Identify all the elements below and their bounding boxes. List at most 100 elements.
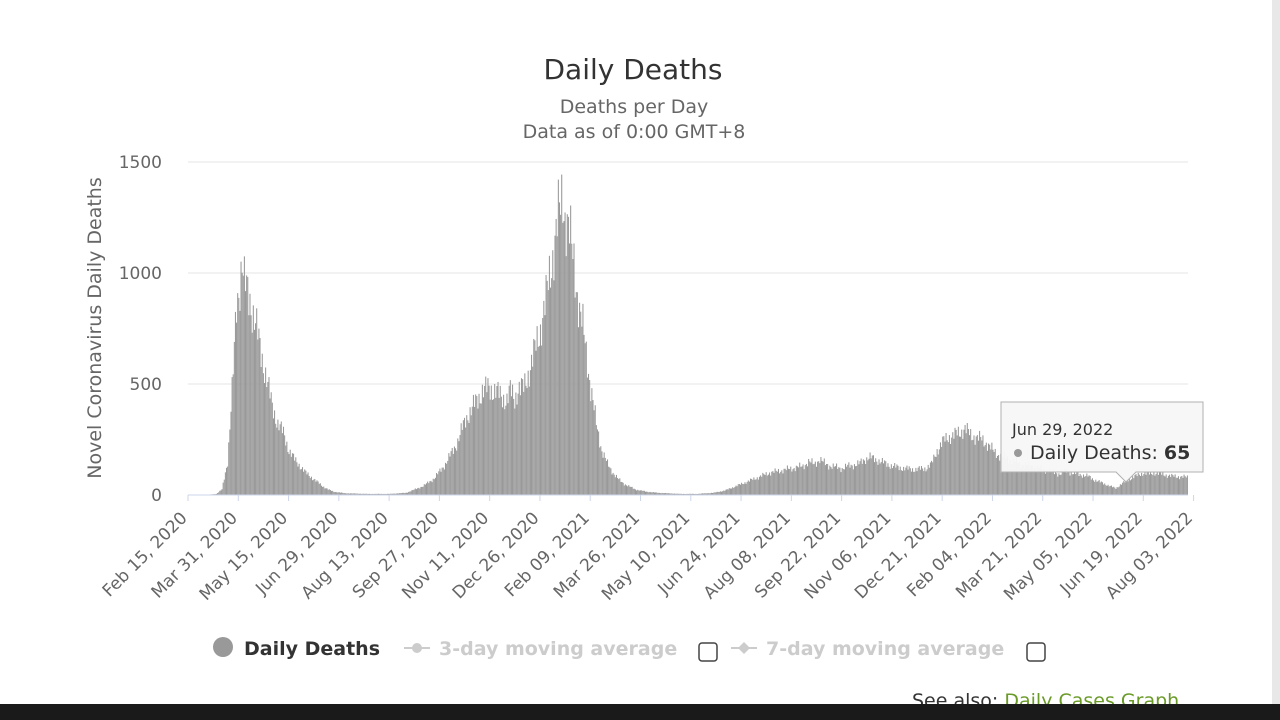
bar[interactable] [319, 483, 321, 495]
bar[interactable] [953, 438, 955, 495]
bar[interactable] [841, 468, 843, 495]
bar[interactable] [1151, 474, 1153, 495]
bar[interactable] [801, 466, 803, 495]
bar[interactable] [304, 469, 306, 495]
bar[interactable] [247, 276, 249, 495]
bar[interactable] [824, 465, 826, 495]
bar[interactable] [515, 392, 517, 495]
bar[interactable] [862, 459, 864, 495]
bar[interactable] [231, 377, 233, 495]
bar[interactable] [915, 467, 917, 495]
bar[interactable] [342, 492, 344, 495]
bar[interactable] [1085, 476, 1087, 495]
bar[interactable] [688, 493, 690, 495]
bar[interactable] [303, 471, 305, 495]
bar[interactable] [1042, 469, 1044, 495]
bar[interactable] [398, 493, 400, 495]
bar[interactable] [1058, 473, 1060, 495]
bar[interactable] [611, 474, 613, 495]
bar[interactable] [414, 488, 416, 495]
bar[interactable] [1090, 479, 1092, 495]
bar[interactable] [846, 466, 848, 495]
bar[interactable] [307, 472, 309, 495]
bar[interactable] [380, 493, 382, 495]
bar[interactable] [345, 493, 347, 495]
bar[interactable] [1098, 480, 1100, 495]
bar[interactable] [973, 435, 975, 495]
bar[interactable] [680, 493, 682, 495]
bar[interactable] [524, 373, 526, 495]
bar[interactable] [1013, 460, 1015, 495]
bar[interactable] [591, 388, 593, 495]
bar[interactable] [751, 478, 753, 495]
bar[interactable] [785, 470, 787, 495]
bar[interactable] [1132, 476, 1134, 495]
bar[interactable] [658, 492, 660, 495]
bar[interactable] [405, 492, 407, 495]
bar[interactable] [280, 421, 282, 495]
bar[interactable] [910, 471, 912, 495]
bar[interactable] [270, 392, 272, 495]
bar[interactable] [506, 393, 508, 495]
bar[interactable] [582, 303, 584, 495]
bar[interactable] [690, 493, 692, 495]
bar[interactable] [598, 431, 600, 495]
bar[interactable] [360, 493, 362, 495]
bar[interactable] [786, 465, 788, 495]
bar[interactable] [866, 457, 868, 495]
bar[interactable] [618, 479, 620, 495]
bar[interactable] [525, 385, 527, 495]
bar[interactable] [622, 482, 624, 495]
bar[interactable] [897, 465, 899, 495]
bar[interactable] [800, 466, 802, 495]
bar[interactable] [1051, 471, 1053, 495]
bar[interactable] [1174, 474, 1176, 495]
bar[interactable] [839, 467, 841, 495]
bar[interactable] [1036, 470, 1038, 495]
bar[interactable] [1078, 476, 1080, 495]
bar[interactable] [934, 456, 936, 495]
bar[interactable] [1063, 469, 1066, 495]
bar[interactable] [1011, 464, 1013, 495]
bar[interactable] [624, 484, 626, 495]
bar[interactable] [566, 214, 568, 495]
bar[interactable] [1125, 479, 1127, 495]
bar[interactable] [222, 482, 224, 495]
bar[interactable] [1069, 475, 1071, 495]
bar[interactable] [932, 462, 934, 495]
bar[interactable] [286, 441, 288, 495]
bar[interactable] [418, 487, 420, 495]
bar[interactable] [861, 463, 863, 495]
bar[interactable] [287, 451, 289, 495]
bar[interactable] [383, 493, 385, 495]
bar[interactable] [656, 492, 658, 495]
bar[interactable] [310, 476, 312, 495]
bar[interactable] [361, 493, 363, 495]
bar[interactable] [571, 243, 573, 495]
bar[interactable] [389, 493, 391, 495]
bar[interactable] [251, 332, 253, 495]
bar[interactable] [625, 485, 628, 495]
bar[interactable] [947, 442, 949, 495]
bar[interactable] [776, 471, 778, 495]
bar[interactable] [467, 420, 469, 495]
daily-cases-graph-link[interactable]: Daily Cases Graph [1004, 690, 1180, 704]
bar[interactable] [651, 492, 653, 495]
bar[interactable] [346, 493, 348, 495]
bar[interactable] [334, 492, 336, 495]
bar[interactable] [1146, 471, 1148, 495]
bar[interactable] [456, 450, 458, 495]
bar[interactable] [938, 449, 940, 495]
bar[interactable] [392, 493, 394, 495]
bar[interactable] [1150, 471, 1152, 495]
legend-item-7-day-moving-average[interactable]: 7-day moving average [731, 638, 1004, 660]
bar[interactable] [1104, 483, 1106, 495]
bar[interactable] [313, 479, 315, 495]
bar[interactable] [362, 493, 364, 495]
bar[interactable] [285, 445, 287, 495]
bar[interactable] [945, 432, 947, 495]
bar[interactable] [805, 463, 807, 495]
bar[interactable] [957, 426, 959, 495]
bar[interactable] [706, 493, 708, 495]
bar[interactable] [436, 472, 438, 495]
